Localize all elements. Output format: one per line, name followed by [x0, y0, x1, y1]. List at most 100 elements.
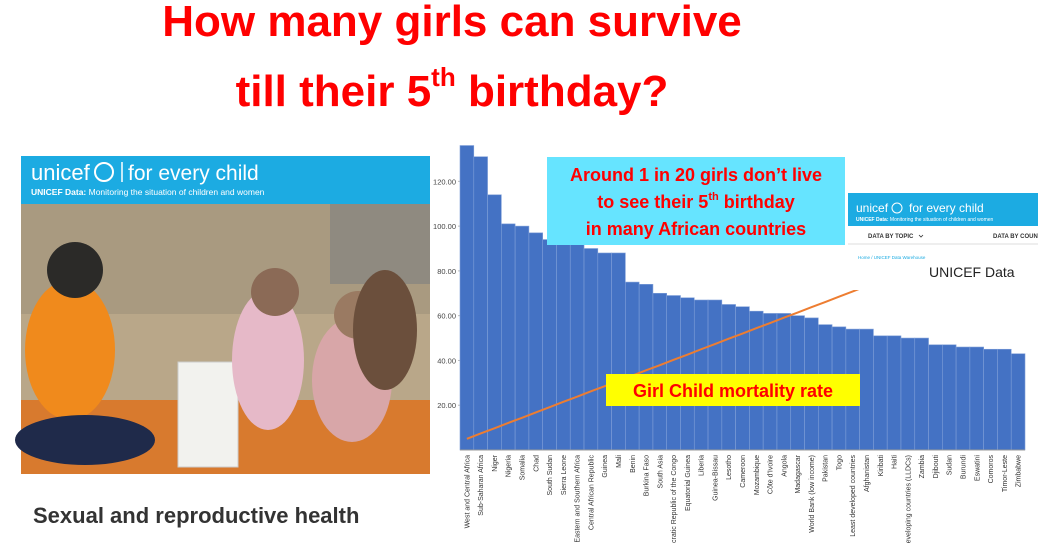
x-tick-label: Afghanistan	[864, 455, 871, 492]
bar	[900, 337, 916, 451]
x-tick-label: Togo	[836, 455, 843, 470]
title-line: till their 5th birthday?	[236, 62, 669, 116]
x-tick-label: Niger	[492, 454, 499, 471]
photo-figure	[251, 268, 299, 316]
callout-text: to see their 5	[597, 192, 708, 212]
photo-poster	[177, 361, 239, 468]
bar	[1010, 353, 1026, 451]
callout-line: to see their 5th birthday	[597, 191, 794, 212]
bar	[652, 292, 668, 451]
subtitle-text: Monitoring the situation of children and…	[86, 187, 264, 197]
bar	[928, 344, 943, 451]
inset-header	[848, 193, 1038, 226]
x-tick-label: Democratic Republic of the Congo	[671, 455, 678, 543]
x-tick-label: Guinea-Bissau	[712, 455, 719, 501]
subtitle-text: Monitoring the situation of children and…	[889, 217, 994, 223]
bar	[955, 346, 971, 451]
x-tick-label: South Sudan	[547, 455, 554, 496]
series-label: Girl Child mortality rate	[633, 381, 833, 401]
x-tick-label: Madagascar	[795, 454, 802, 493]
x-tick-label: Benin	[630, 455, 637, 473]
inset-brand: unicef	[856, 201, 889, 215]
subtitle-bold: UNICEF Data:	[31, 187, 86, 197]
x-tick-label: Timor-Leste	[1002, 455, 1009, 492]
inset-logo	[891, 202, 903, 214]
x-tick-label: Somalia	[520, 455, 527, 480]
x-tick-label: West and Central Africa	[464, 455, 471, 529]
subtitle-bold: UNICEF Data:	[856, 217, 889, 223]
photo-figure	[232, 290, 304, 430]
bar	[542, 239, 557, 451]
bar	[942, 344, 957, 451]
x-tick-label: Pakistan	[823, 455, 830, 482]
x-tick-label: Sub-Saharan Africa	[478, 455, 485, 516]
x-tick-label: Chad	[533, 455, 540, 472]
y-tick-label: 100.00	[433, 222, 456, 231]
x-tick-label: Djibouti	[933, 455, 940, 479]
x-tick-label: Equatorial Guinea	[685, 455, 692, 511]
bar	[983, 348, 998, 451]
bar	[969, 346, 984, 451]
callout-sup: th	[708, 191, 719, 203]
x-tick-label: Mozambique	[754, 455, 761, 495]
brand: unicef	[31, 160, 91, 185]
x-tick-label: Burkina Faso	[644, 455, 651, 496]
tagline: for every child	[128, 162, 259, 185]
bar	[997, 348, 1012, 451]
x-tick-label: World Bank (low income)	[809, 455, 816, 533]
photo-door	[330, 204, 430, 284]
photo-figure	[15, 415, 155, 465]
bar	[611, 252, 626, 451]
photo-figure	[25, 280, 115, 420]
photo-figure	[47, 242, 103, 298]
x-tick-label: Côte d'Ivoire	[768, 455, 775, 494]
callout-line: Around 1 in 20 girls don’t live	[570, 165, 822, 185]
photo-figure	[353, 270, 417, 390]
x-tick-label: Nigeria	[506, 455, 513, 477]
bar	[597, 252, 612, 451]
logo	[94, 162, 114, 182]
bar	[680, 297, 695, 451]
x-tick-label: Liberia	[699, 455, 706, 476]
panel-header	[21, 156, 430, 204]
callout-box	[547, 157, 845, 245]
bar	[473, 156, 488, 451]
y-tick-label: 40.00	[437, 356, 456, 365]
title-sup: th	[431, 62, 456, 92]
x-tick-label: Eswatini	[974, 455, 981, 482]
caption: Sexual and reproductive health	[33, 503, 359, 528]
bar	[625, 281, 640, 451]
bar	[638, 284, 654, 451]
bar	[501, 223, 516, 451]
trend-line	[466, 280, 881, 440]
bar	[459, 145, 475, 451]
bar	[569, 241, 585, 451]
x-tick-label: South Asia	[657, 455, 664, 489]
bar	[873, 335, 888, 451]
y-tick-label: 120.00	[433, 177, 456, 186]
x-tick-label: Central African Republic	[588, 455, 595, 531]
x-tick-label: Sierra Leone	[561, 455, 568, 495]
callout-text: birthday	[719, 192, 795, 212]
callout-line: in many African countries	[586, 219, 806, 239]
bar	[666, 295, 681, 451]
x-tick-label: Kiribati	[878, 455, 885, 477]
y-tick-label: 20.00	[437, 401, 456, 410]
bar	[487, 194, 502, 451]
x-tick-label: Burundi	[960, 455, 967, 480]
y-tick-label: 80.00	[437, 267, 456, 276]
inset-heading: UNICEF Data	[929, 264, 1015, 280]
inset-subtitle: UNICEF Data: Monitoring the situation of…	[856, 217, 994, 223]
x-tick-label: Guinea	[602, 455, 609, 478]
x-tick-label: Sudan	[947, 455, 954, 475]
inset-menu: DATA BY COUNTR	[993, 234, 1038, 240]
x-tick-label: Mali	[616, 455, 623, 468]
x-tick-label: Zambia	[919, 455, 926, 478]
photo-panel: unicef for every child UNICEF Data: Moni…	[15, 156, 430, 528]
chevron	[918, 234, 924, 238]
x-tick-label: Comoros	[988, 455, 995, 484]
panel-subtitle: UNICEF Data: Monitoring the situation of…	[31, 187, 265, 197]
x-tick-label: Cameroon	[740, 455, 747, 488]
bar	[583, 248, 599, 451]
